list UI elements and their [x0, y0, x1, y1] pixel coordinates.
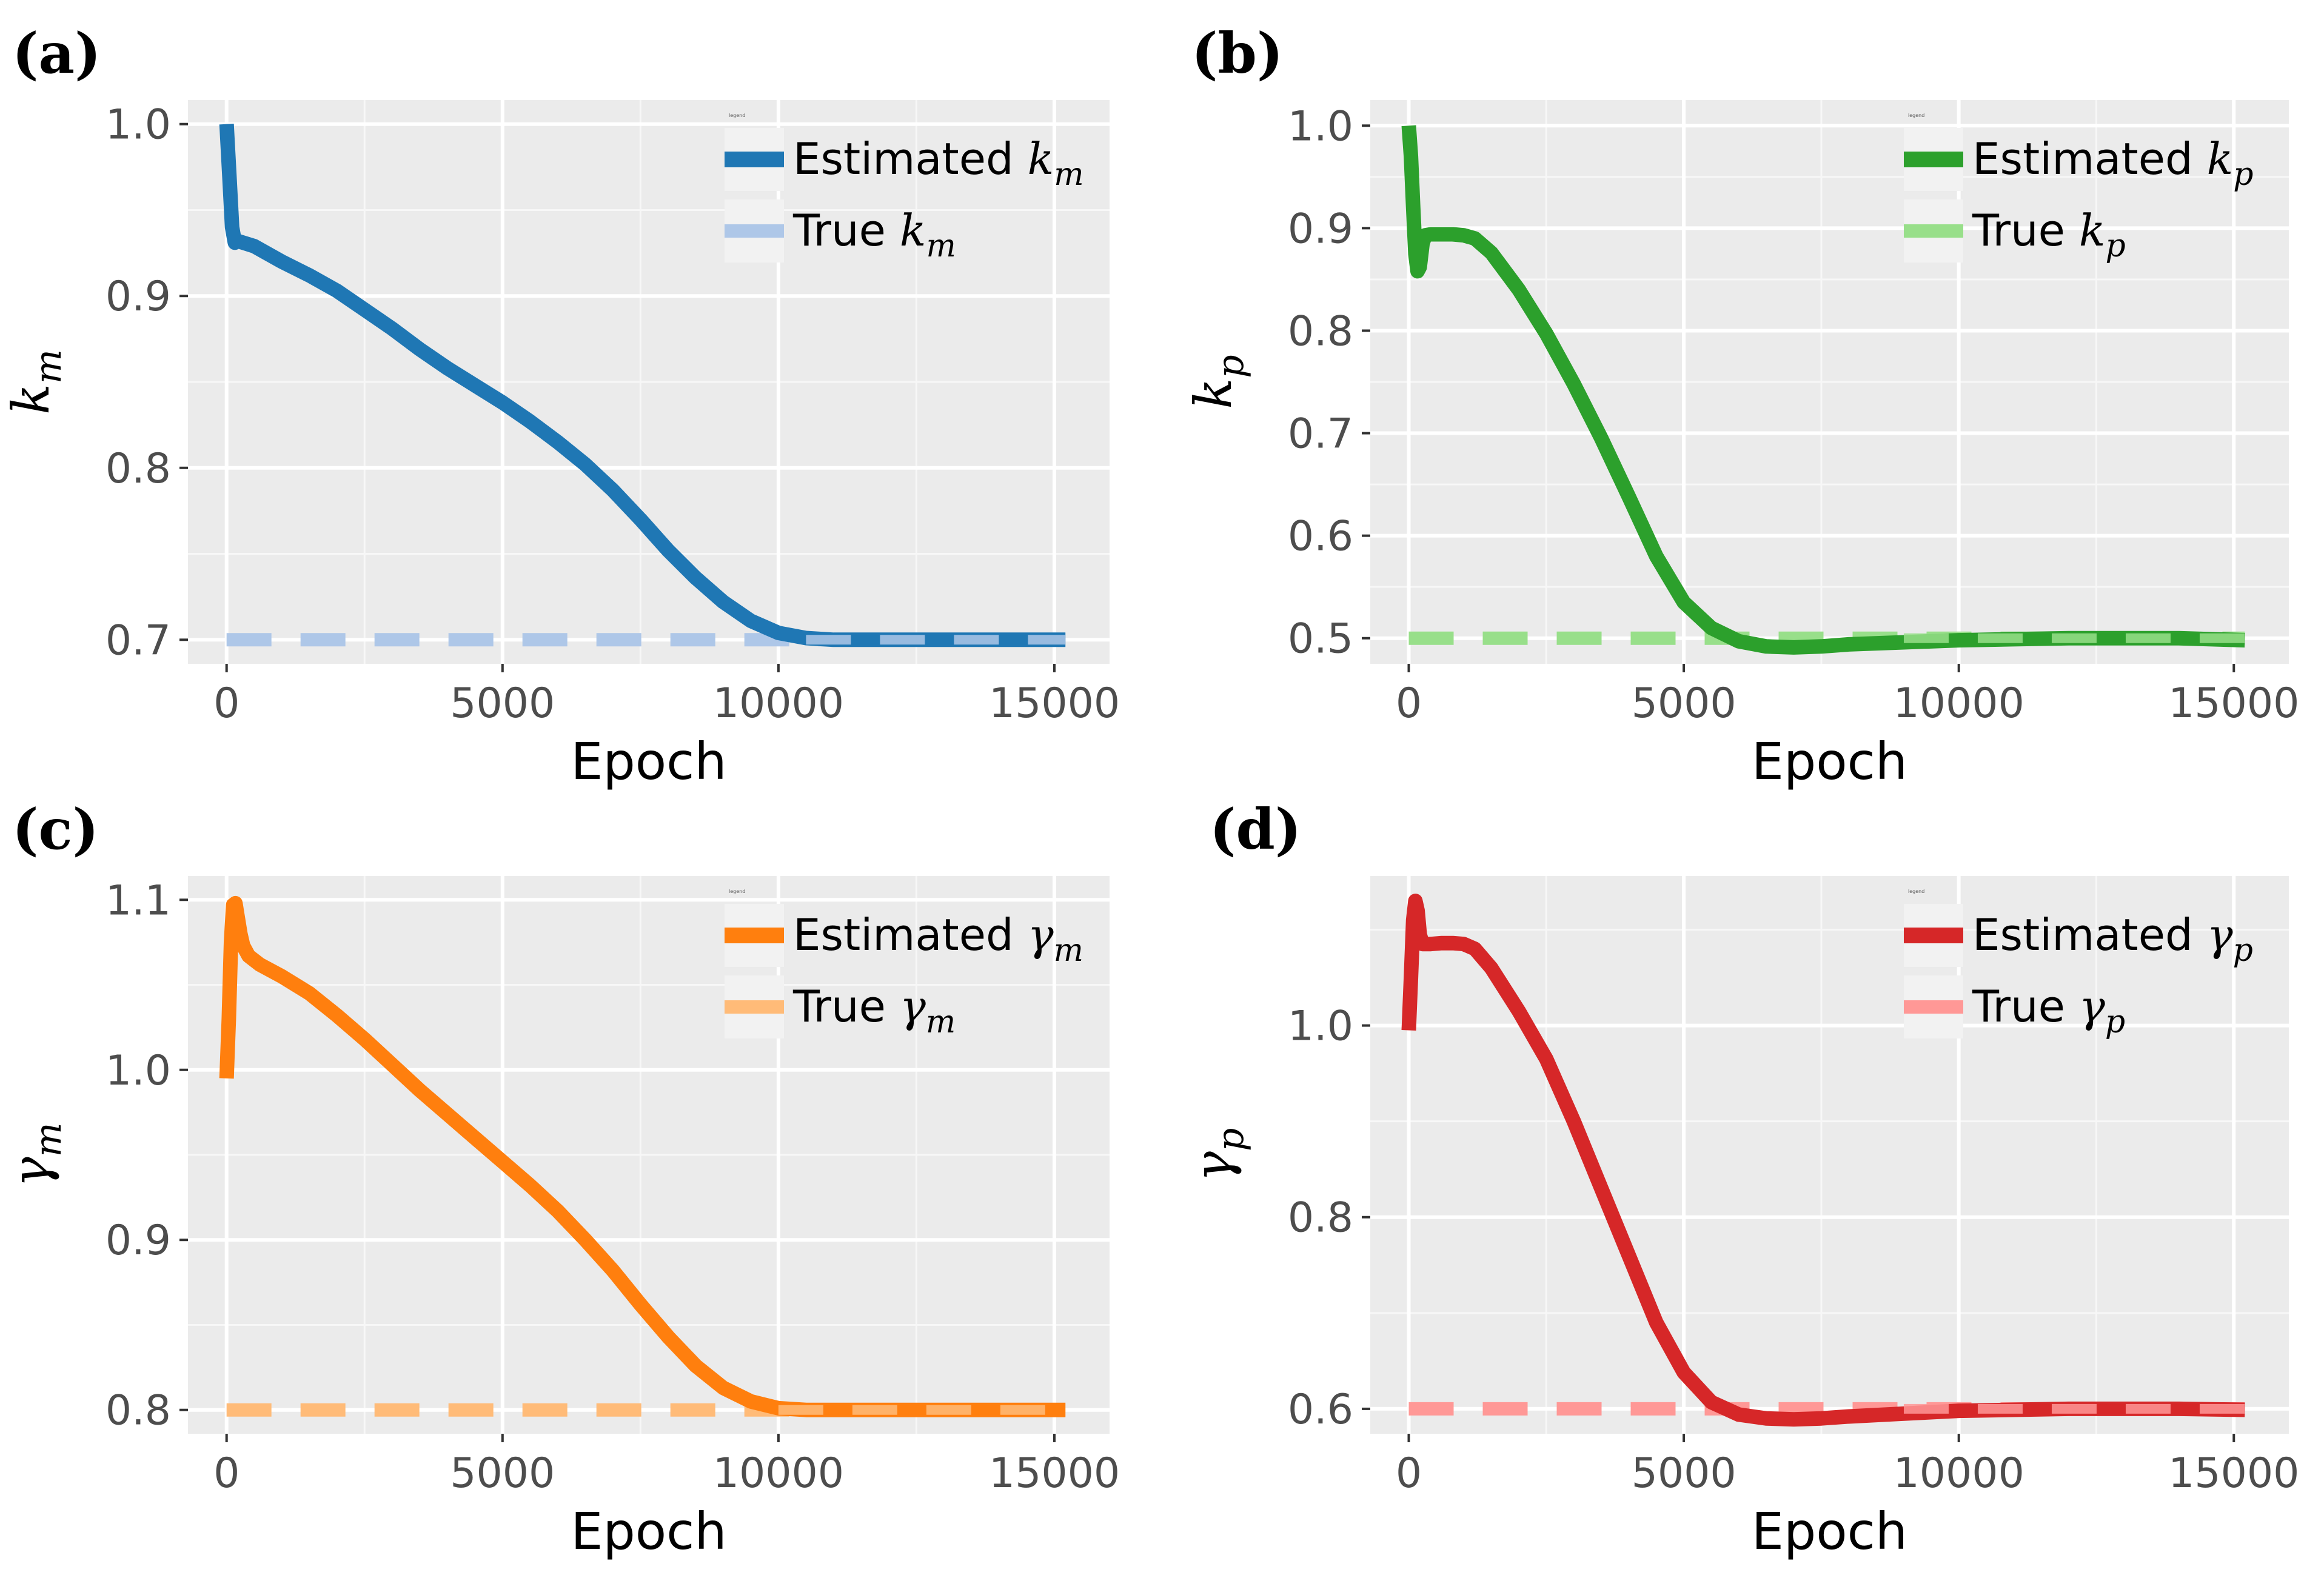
legend-label-text: Estimated — [793, 909, 1028, 960]
x-tick-label: 10000 — [713, 1450, 844, 1497]
x-axis-title: Epoch — [1752, 732, 1907, 791]
legend-label-true: True km — [792, 205, 956, 264]
x-tick-label: 5000 — [450, 680, 555, 727]
legend-label-true: True γm — [792, 981, 956, 1040]
legend-label-symbol: γ — [900, 981, 926, 1032]
panel-label: (a) — [12, 21, 101, 86]
y-axis-subscript: m — [27, 349, 70, 384]
legend-label-estimated: Estimated km — [793, 133, 1084, 193]
x-tick-label: 10000 — [713, 680, 844, 727]
y-axis-title: γm — [1, 1122, 70, 1187]
y-tick-label: 0.7 — [1288, 410, 1353, 458]
legend-label-symbol: γ — [2207, 909, 2234, 960]
legend-label-estimated: Estimated kp — [1972, 133, 2254, 193]
y-tick-label: 0.9 — [1288, 205, 1353, 253]
legend-label-text: Estimated — [1972, 133, 2207, 184]
panel-label: (b) — [1191, 21, 1283, 86]
legend-label-symbol: k — [1028, 133, 1054, 184]
x-tick-label: 15000 — [989, 680, 1120, 727]
legend-title: legend — [729, 113, 745, 118]
x-tick-label: 0 — [213, 680, 239, 727]
x-axis-title: Epoch — [1752, 1502, 1907, 1561]
y-tick-label: 0.6 — [1288, 513, 1353, 561]
x-tick-label: 5000 — [1632, 1450, 1736, 1497]
y-axis-subscript: p — [1210, 355, 1252, 378]
panel-label: (d) — [1210, 797, 1301, 862]
x-tick-label: 15000 — [2168, 680, 2299, 727]
y-axis-symbol: γ — [1, 1157, 61, 1188]
legend-label-subscript: m — [926, 1004, 956, 1040]
y-tick-label: 1.0 — [105, 101, 171, 149]
y-tick-label: 0.8 — [1288, 307, 1353, 355]
y-tick-label: 1.1 — [105, 877, 171, 925]
x-tick-label: 15000 — [989, 1450, 1120, 1497]
legend-label-text: True — [792, 981, 900, 1032]
y-axis-symbol: γ — [1184, 1151, 1243, 1182]
legend-label-true: True γp — [1972, 981, 2125, 1040]
y-axis-symbol: k — [1184, 378, 1243, 409]
legend-label-subscript: p — [2233, 156, 2253, 193]
y-axis-title: km — [1, 349, 70, 415]
x-tick-label: 5000 — [450, 1450, 555, 1497]
y-tick-label: 1.0 — [1288, 1003, 1353, 1051]
panel-4: 0 5000 10000 150000.60.81.0EpochγplegendEst… — [1184, 797, 2299, 1561]
y-axis-title: γp — [1184, 1128, 1252, 1182]
legend-title: legend — [729, 889, 745, 894]
legend-label-text: Estimated — [793, 133, 1028, 184]
y-tick-label: 0.6 — [1288, 1386, 1353, 1434]
y-tick-label: 0.8 — [1288, 1194, 1353, 1242]
y-tick-label: 0.9 — [105, 1217, 171, 1265]
x-tick-label: 15000 — [2168, 1450, 2299, 1497]
panel-3: 0 5000 10000 150000.80.91.01.1Epochγmlegend… — [1, 797, 1120, 1561]
y-axis-title: kp — [1184, 355, 1252, 409]
legend-label-subscript: m — [926, 228, 956, 264]
y-tick-label: 0.5 — [1288, 615, 1353, 663]
legend-label-subscript: p — [2233, 932, 2253, 969]
y-tick-label: 0.9 — [105, 273, 171, 321]
x-axis-title: Epoch — [571, 1502, 726, 1561]
x-tick-label: 10000 — [1894, 1450, 2024, 1497]
x-tick-label: 5000 — [1632, 680, 1736, 727]
legend-label-text: True — [1972, 205, 2079, 256]
x-tick-label: 0 — [1396, 680, 1422, 727]
x-tick-label: 0 — [1396, 1450, 1422, 1497]
legend-label-text: True — [792, 205, 900, 256]
x-tick-label: 10000 — [1894, 680, 2024, 727]
y-axis-symbol: k — [1, 384, 61, 415]
y-tick-label: 0.8 — [105, 445, 171, 493]
y-axis-subscript: m — [27, 1122, 70, 1157]
legend-title: legend — [1908, 889, 1924, 894]
legend-title: legend — [1908, 113, 1924, 118]
legend-label-symbol: γ — [1028, 909, 1054, 960]
y-tick-label: 0.7 — [105, 617, 171, 664]
legend-label-estimated: Estimated γp — [1972, 909, 2253, 969]
legend-label-subscript: p — [2105, 1004, 2125, 1040]
panel-1: 0 5000 10000 150000.70.80.91.0Epochkmlegend… — [1, 21, 1120, 791]
legend-label-symbol: k — [2079, 205, 2106, 256]
legend-label-estimated: Estimated γm — [793, 909, 1083, 969]
x-tick-label: 0 — [213, 1450, 239, 1497]
panel-label: (c) — [12, 797, 99, 862]
y-tick-label: 1.0 — [1288, 102, 1353, 150]
panel-2: 0 5000 10000 150000.50.60.70.80.91.0Epochkp… — [1184, 21, 2299, 791]
y-tick-label: 0.8 — [105, 1387, 171, 1435]
legend-label-symbol: k — [2207, 133, 2234, 184]
panel-background — [1370, 876, 2289, 1434]
legend-label-true: True kp — [1972, 205, 2126, 264]
legend-label-subscript: p — [2105, 228, 2125, 264]
legend-label-text: True — [1972, 981, 2079, 1032]
x-axis-title: Epoch — [571, 732, 726, 791]
legend-label-symbol: γ — [2079, 981, 2106, 1032]
legend-label-subscript: m — [1054, 156, 1083, 193]
legend-label-subscript: m — [1054, 932, 1083, 969]
legend-label-symbol: k — [900, 205, 926, 256]
legend-label-text: Estimated — [1972, 909, 2207, 960]
y-axis-subscript: p — [1210, 1128, 1252, 1151]
y-tick-label: 1.0 — [105, 1047, 171, 1095]
